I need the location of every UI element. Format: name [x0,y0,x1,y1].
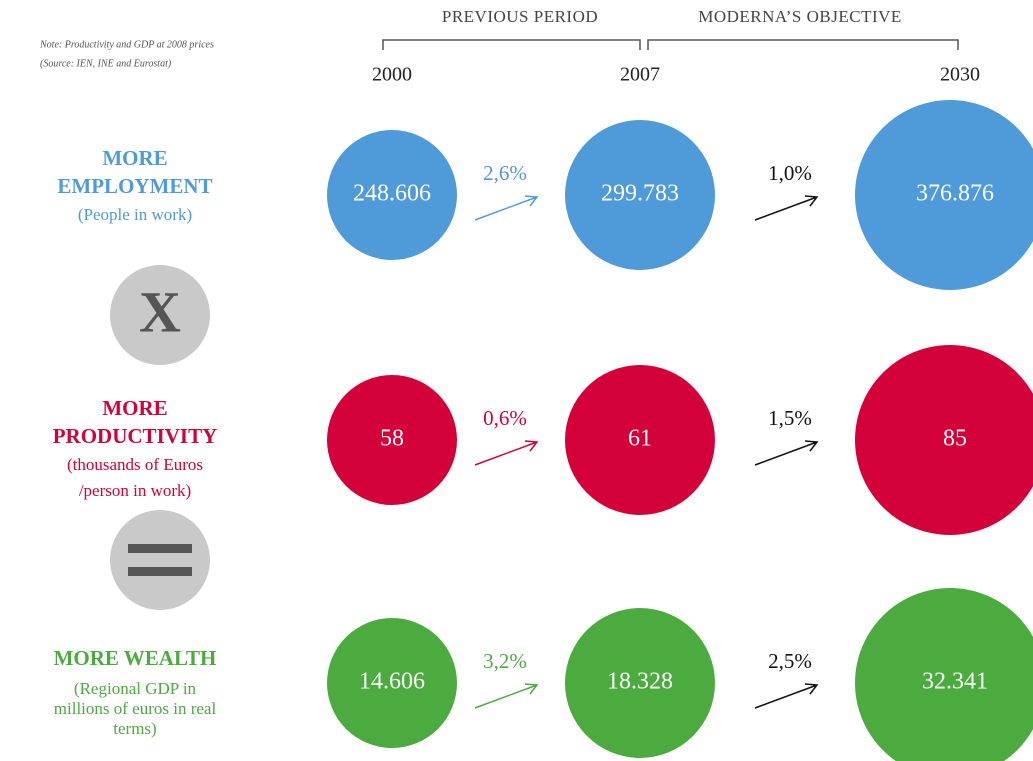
year: 2007 [620,64,660,86]
equals-bar [128,567,192,576]
value: 18.328 [607,669,673,695]
row-label: MORE [102,146,167,170]
multiply-sign: X [139,279,181,344]
value-circle [327,375,457,505]
bracket [647,39,959,50]
year: 2000 [372,64,412,86]
growth-rate: 2,6% [483,161,527,185]
equals-bar [128,544,192,553]
arrow [754,440,819,466]
value-circle [855,588,1033,761]
value: 32.341 [922,669,988,695]
note: (Source: IEN, INE and Eurostat) [40,58,172,69]
row-sublabel: /person in work) [79,481,191,500]
row-sublabel: (thousands of Euros [67,455,203,474]
arrow [754,195,819,221]
row-sublabel: (People in work) [78,205,192,224]
value-circle [327,130,457,260]
value-circle [565,608,715,758]
value-circle [855,100,1033,290]
value: 58 [380,426,404,452]
row-label: PRODUCTIVITY [53,424,218,448]
period-label: MODERNA’S OBJECTIVE [698,7,902,26]
growth-rate: 2,5% [768,649,812,673]
growth-rate: 3,2% [483,649,527,673]
value: 61 [628,426,652,452]
value: 248.606 [353,181,431,207]
value: 376.876 [916,181,994,207]
operator-circle [110,265,210,365]
operator-circle [110,510,210,610]
value: 85 [943,426,967,452]
value-circle [565,120,715,270]
value: 14.606 [359,669,425,695]
row-sublabel: (Regional GDP in [74,679,197,698]
row-label: MORE WEALTH [54,646,217,670]
value-circle [327,618,457,748]
growth-rate: 1,5% [768,406,812,430]
row-label: MORE [102,396,167,420]
bracket [382,39,641,50]
value-circle [565,365,715,515]
arrow [474,440,539,466]
row-sublabel: millions of euros in real [54,699,217,718]
value: 299.783 [601,181,679,207]
period-label: PREVIOUS PERIOD [442,7,598,26]
arrow [474,195,539,221]
growth-rate: 1,0% [768,161,812,185]
year: 2030 [940,64,980,86]
row-sublabel: terms) [113,719,156,738]
arrow [474,683,539,709]
value-circle [855,345,1033,535]
row-label: EMPLOYMENT [57,174,212,198]
arrow [754,683,819,709]
period-brackets [382,39,959,50]
note: Note: Productivity and GDP at 2008 price… [39,39,214,50]
growth-rate: 0,6% [483,406,527,430]
